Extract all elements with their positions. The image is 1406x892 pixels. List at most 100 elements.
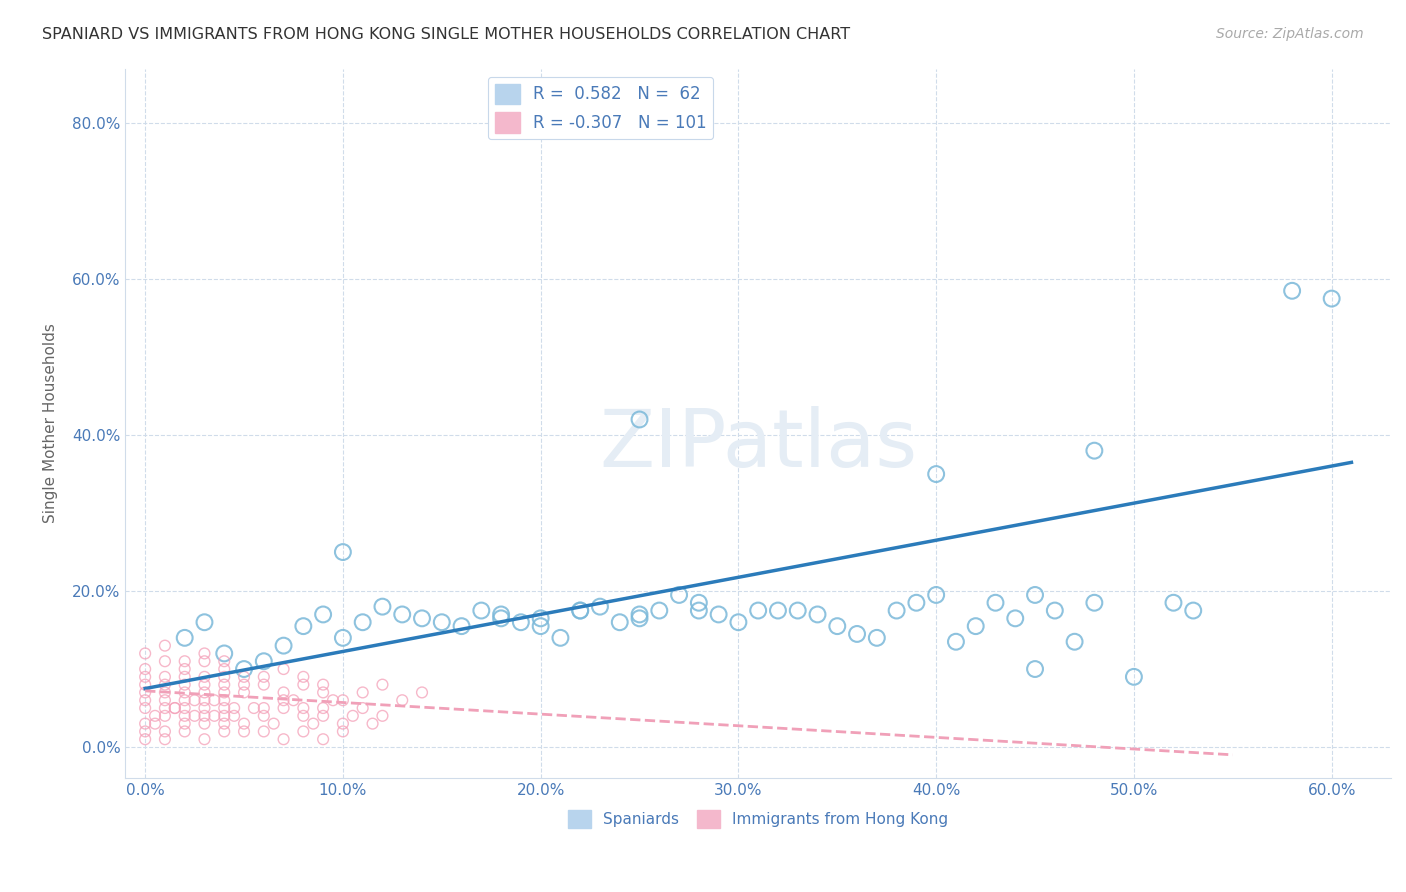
- Point: [193, 701, 215, 715]
- Point: [302, 716, 325, 731]
- Point: [1182, 603, 1205, 617]
- Point: [450, 619, 472, 633]
- Point: [163, 701, 186, 715]
- Point: [1043, 603, 1066, 617]
- Point: [965, 619, 987, 633]
- Point: [905, 596, 928, 610]
- Point: [183, 709, 205, 723]
- Point: [292, 670, 315, 684]
- Point: [233, 716, 256, 731]
- Point: [312, 732, 335, 747]
- Point: [945, 634, 967, 648]
- Point: [273, 732, 295, 747]
- Point: [846, 627, 869, 641]
- Point: [707, 607, 730, 622]
- Point: [312, 678, 335, 692]
- Point: [193, 654, 215, 668]
- Point: [273, 685, 295, 699]
- Point: [153, 654, 176, 668]
- Point: [371, 678, 394, 692]
- Point: [134, 724, 156, 739]
- Point: [243, 701, 266, 715]
- Point: [925, 588, 948, 602]
- Point: [984, 596, 1007, 610]
- Point: [391, 693, 413, 707]
- Point: [569, 603, 592, 617]
- Point: [212, 709, 235, 723]
- Point: [134, 693, 156, 707]
- Point: [143, 716, 166, 731]
- Point: [352, 615, 374, 630]
- Point: [233, 678, 256, 692]
- Point: [173, 724, 195, 739]
- Point: [173, 662, 195, 676]
- Point: [193, 693, 215, 707]
- Point: [173, 631, 195, 645]
- Point: [688, 596, 710, 610]
- Point: [173, 685, 195, 699]
- Point: [253, 701, 276, 715]
- Point: [134, 732, 156, 747]
- Point: [727, 615, 749, 630]
- Point: [134, 716, 156, 731]
- Point: [253, 709, 276, 723]
- Point: [1083, 443, 1105, 458]
- Point: [153, 693, 176, 707]
- Point: [411, 611, 433, 625]
- Point: [224, 701, 246, 715]
- Point: [312, 607, 335, 622]
- Point: [332, 724, 354, 739]
- Point: [193, 615, 215, 630]
- Point: [747, 603, 769, 617]
- Point: [550, 631, 572, 645]
- Point: [173, 709, 195, 723]
- Point: [430, 615, 453, 630]
- Point: [292, 678, 315, 692]
- Point: [233, 724, 256, 739]
- Point: [173, 670, 195, 684]
- Point: [925, 467, 948, 481]
- Point: [273, 639, 295, 653]
- Point: [143, 709, 166, 723]
- Point: [212, 685, 235, 699]
- Point: [292, 619, 315, 633]
- Point: [134, 678, 156, 692]
- Point: [470, 603, 492, 617]
- Point: [1083, 596, 1105, 610]
- Point: [253, 654, 276, 668]
- Point: [212, 724, 235, 739]
- Point: [530, 611, 553, 625]
- Point: [273, 693, 295, 707]
- Point: [173, 701, 195, 715]
- Point: [292, 709, 315, 723]
- Point: [153, 732, 176, 747]
- Point: [212, 662, 235, 676]
- Point: [153, 685, 176, 699]
- Point: [233, 662, 256, 676]
- Point: [352, 701, 374, 715]
- Point: [1122, 670, 1144, 684]
- Point: [153, 701, 176, 715]
- Point: [332, 631, 354, 645]
- Text: SPANIARD VS IMMIGRANTS FROM HONG KONG SINGLE MOTHER HOUSEHOLDS CORRELATION CHART: SPANIARD VS IMMIGRANTS FROM HONG KONG SI…: [42, 27, 851, 42]
- Point: [332, 693, 354, 707]
- Text: ZIPatlas: ZIPatlas: [599, 406, 917, 483]
- Point: [134, 662, 156, 676]
- Point: [212, 701, 235, 715]
- Point: [183, 693, 205, 707]
- Point: [212, 670, 235, 684]
- Point: [509, 615, 531, 630]
- Point: [1281, 284, 1303, 298]
- Text: Source: ZipAtlas.com: Source: ZipAtlas.com: [1216, 27, 1364, 41]
- Point: [609, 615, 631, 630]
- Point: [1320, 292, 1343, 306]
- Point: [866, 631, 889, 645]
- Point: [361, 716, 384, 731]
- Point: [153, 670, 176, 684]
- Point: [153, 639, 176, 653]
- Point: [332, 716, 354, 731]
- Point: [332, 545, 354, 559]
- Point: [253, 724, 276, 739]
- Point: [173, 654, 195, 668]
- Point: [628, 412, 651, 426]
